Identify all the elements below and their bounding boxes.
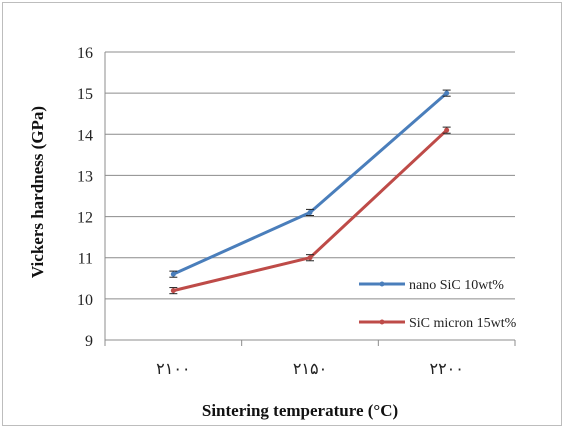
x-tick-label: ۲۱۵۰: [293, 361, 327, 378]
x-tick-labels: ۲۱۰۰ ۲۱۵۰ ۲۲۰۰: [156, 361, 464, 378]
gridlines: [105, 51, 515, 300]
x-tick-label: ۲۱۰۰: [156, 361, 190, 378]
legend-label-nano: nano SiC 10wt%: [409, 278, 504, 293]
y-tick-labels: 9 10 11 12 13 14 15 16: [77, 45, 93, 350]
data-point: [307, 209, 313, 215]
legend: nano SiC 10wt% SiC micron 15wt%: [359, 278, 517, 331]
y-tick-label: 10: [77, 292, 93, 309]
legend-label-micron: SiC micron 15wt%: [409, 316, 517, 331]
y-tick-label: 14: [77, 127, 93, 144]
series-line-0: [172, 92, 448, 276]
y-tick-label: 9: [85, 333, 93, 350]
legend-marker-micron: [379, 319, 385, 325]
x-axis-title: Sintering temperature (°C): [202, 401, 398, 420]
data-point: [170, 288, 176, 294]
data-point: [170, 271, 176, 277]
y-tick-label: 15: [77, 86, 93, 103]
data-point: [307, 255, 313, 261]
y-axis-title: Vickers hardness (GPa): [28, 106, 47, 278]
legend-marker-nano: [379, 281, 385, 287]
chart-frame: [2, 2, 562, 426]
y-tick-label: 13: [77, 168, 93, 185]
y-tick-label: 12: [77, 210, 93, 227]
data-point: [444, 90, 450, 96]
data-point: [444, 127, 450, 133]
y-tick-label: 16: [77, 45, 93, 62]
x-tick-label: ۲۲۰۰: [429, 361, 463, 378]
axes: [104, 52, 516, 346]
series: [169, 89, 451, 295]
y-tick-label: 11: [78, 251, 93, 268]
